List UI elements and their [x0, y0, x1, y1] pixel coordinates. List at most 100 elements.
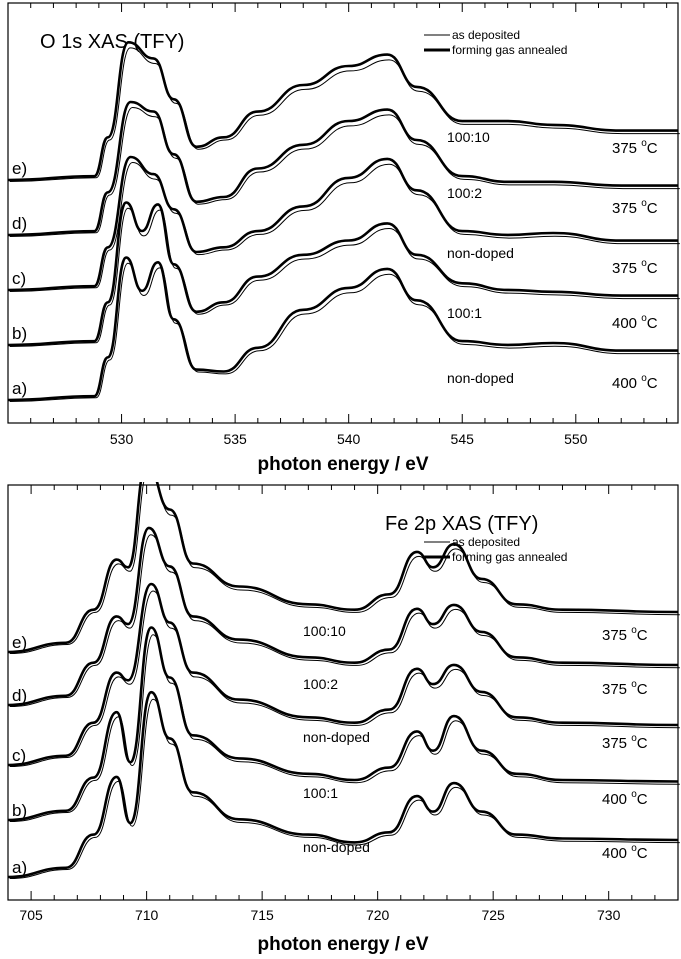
degree-symbol: o — [641, 313, 647, 324]
temperature-unit: C — [647, 140, 658, 157]
fe2p-x-axis-label: photon energy / eV — [257, 934, 428, 955]
temperature-value: 400 — [602, 845, 631, 862]
degree-symbol: o — [631, 733, 637, 744]
o1s-series-annealed-b — [7, 201, 678, 347]
degree-symbol: o — [631, 789, 637, 800]
temperature-unit: C — [647, 375, 658, 392]
fe2p-series-annealed-b — [7, 626, 679, 822]
o1s-sample-label-d: 100:2 — [447, 185, 482, 201]
degree-symbol: o — [631, 679, 637, 690]
fe2p-legend-label-deposited: as deposited — [452, 535, 520, 549]
temperature-unit: C — [637, 791, 648, 808]
degree-symbol: o — [631, 625, 637, 636]
fe2p-xas-panel: 705 710 715 720 725 730 photon energy / eV Fe 2… — [0, 482, 681, 959]
o1s-curve-label-b: b) — [12, 324, 27, 343]
o1s-series-as-deposited-e — [9, 47, 680, 182]
temperature-value: 375 — [612, 200, 641, 217]
fe2p-legend-label-annealed: forming gas annealed — [452, 550, 567, 564]
fe2p-series-as-deposited-c — [9, 590, 680, 767]
o1s-plot-frame — [7, 2, 679, 424]
o1s-series-annealed-c — [7, 155, 678, 292]
fe2p-curve-label-a: a) — [12, 858, 27, 877]
o1s-xas-panel: 530 535 540 545 550 photon energy / eV O 1s XA… — [7, 2, 680, 475]
temperature-unit: C — [647, 315, 658, 332]
fe2p-series-as-deposited-d — [9, 534, 680, 707]
o1s-curve-label-d: d) — [12, 214, 27, 233]
degree-symbol: o — [641, 138, 647, 149]
o1s-temperature-label-e: 375 oC — [612, 138, 658, 157]
o1s-sample-label-a: non-doped — [447, 370, 514, 386]
o1s-series-as-deposited-d — [9, 106, 680, 237]
o1s-legend-label-deposited: as deposited — [452, 28, 520, 42]
temperature-value: 375 — [602, 627, 631, 644]
o1s-series-annealed-e — [7, 41, 678, 182]
fe2p-xas-chart: 705 710 715 720 725 730 photon energy / eV Fe 2… — [7, 482, 680, 955]
o1s-x-tick-label: 530 — [110, 431, 134, 447]
fe2p-x-tick-label: 710 — [135, 907, 159, 923]
o1s-x-axis-label: photon energy / eV — [257, 454, 428, 475]
fe2p-series-as-deposited-b — [9, 634, 680, 822]
degree-symbol: o — [641, 373, 647, 384]
fe2p-x-tick-label: 725 — [481, 907, 505, 923]
fe2p-curve-label-b: b) — [12, 801, 27, 820]
o1s-series-as-deposited-b — [9, 207, 680, 347]
temperature-value: 375 — [612, 260, 641, 277]
o1s-legend-label-annealed: forming gas annealed — [452, 43, 567, 57]
o1s-curve-label-c: c) — [12, 269, 26, 288]
temperature-unit: C — [647, 260, 658, 277]
o1s-series-annealed-a — [7, 256, 678, 402]
temperature-unit: C — [637, 681, 648, 698]
fe2p-sample-label-a: non-doped — [303, 839, 370, 855]
fe2p-curve-label-c: c) — [12, 746, 26, 765]
o1s-sample-label-b: 100:1 — [447, 305, 482, 321]
fe2p-temperature-label-a: 400 oC — [602, 843, 648, 862]
fe2p-series-annealed-e — [7, 482, 679, 654]
o1s-x-tick-label: 540 — [337, 431, 361, 447]
fe2p-series-as-deposited-a — [9, 698, 680, 879]
fe2p-x-tick-label: 730 — [597, 907, 621, 923]
o1s-xas-chart: 530 535 540 545 550 photon energy / eV O 1s XA… — [7, 2, 680, 475]
o1s-temperature-label-a: 400 oC — [612, 373, 658, 392]
o1s-x-tick-label: 545 — [451, 431, 475, 447]
o1s-series-as-deposited-a — [9, 262, 680, 402]
o1s-sample-label-c: non-doped — [447, 245, 514, 261]
fe2p-temperature-label-c: 375 oC — [602, 733, 648, 752]
o1s-temperature-label-b: 400 oC — [612, 313, 658, 332]
temperature-unit: C — [637, 735, 648, 752]
o1s-series-as-deposited-c — [9, 161, 680, 292]
fe2p-x-tick-label: 720 — [366, 907, 390, 923]
o1s-chart-title: O 1s XAS (TFY) — [40, 31, 184, 53]
o1s-series-annealed-d — [7, 100, 678, 237]
temperature-value: 375 — [602, 681, 631, 698]
temperature-unit: C — [637, 845, 648, 862]
fe2p-curve-label-d: d) — [12, 686, 27, 705]
fe2p-plot-frame — [7, 484, 679, 901]
fe2p-series-annealed-a — [7, 690, 679, 879]
temperature-value: 400 — [602, 791, 631, 808]
fe2p-x-tick-label: 715 — [250, 907, 274, 923]
fe2p-temperature-label-e: 375 oC — [602, 625, 648, 644]
o1s-temperature-label-c: 375 oC — [612, 258, 658, 277]
temperature-unit: C — [647, 200, 658, 217]
fe2p-series-annealed-c — [7, 582, 679, 767]
temperature-value: 400 — [612, 375, 641, 392]
o1s-x-tick-label: 550 — [564, 431, 588, 447]
fe2p-sample-label-b: 100:1 — [303, 785, 338, 801]
temperature-value: 400 — [612, 315, 641, 332]
degree-symbol: o — [641, 258, 647, 269]
degree-symbol: o — [631, 843, 637, 854]
o1s-curve-label-a: a) — [12, 379, 27, 398]
fe2p-sample-label-c: non-doped — [303, 729, 370, 745]
temperature-unit: C — [637, 627, 648, 644]
o1s-temperature-label-d: 375 oC — [612, 198, 658, 217]
fe2p-temperature-label-b: 400 oC — [602, 789, 648, 808]
fe2p-sample-label-d: 100:2 — [303, 676, 338, 692]
degree-symbol: o — [641, 198, 647, 209]
temperature-value: 375 — [602, 735, 631, 752]
fe2p-sample-label-e: 100:10 — [303, 623, 346, 639]
fe2p-x-tick-label: 705 — [19, 907, 43, 923]
o1s-curve-label-e: e) — [12, 159, 27, 178]
fe2p-series-annealed-d — [7, 526, 679, 707]
temperature-value: 375 — [612, 140, 641, 157]
o1s-x-tick-label: 535 — [223, 431, 247, 447]
